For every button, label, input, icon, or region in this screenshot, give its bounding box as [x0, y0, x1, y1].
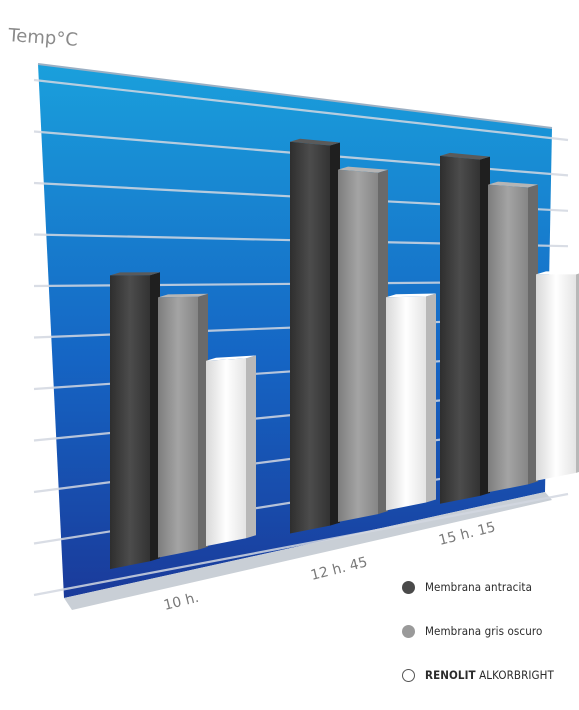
chart-floor	[64, 492, 552, 610]
y-axis-title: Temp°C	[7, 25, 79, 51]
bar-renolit-alkorbright-2	[536, 274, 576, 481]
legend-brand: RENOLIT	[425, 668, 476, 682]
legend-item-renolit-alkorbright: RENOLIT ALKORBRIGHT	[402, 666, 577, 684]
bar-top	[110, 272, 160, 276]
bar-renolit-alkorbright-1	[386, 296, 426, 511]
legend-label: Membrana gris oscuro	[425, 624, 543, 638]
legend-swatch-gray	[402, 624, 415, 638]
bar-side	[426, 293, 436, 503]
bar-top	[440, 152, 490, 160]
bar-side	[528, 184, 538, 485]
chart-frame	[37, 63, 553, 129]
legend-product: ALKORBRIGHT	[479, 668, 554, 682]
x-tick-label: 12 h. 45	[309, 554, 369, 584]
bar-renolit-alkorbright-0	[206, 358, 246, 547]
bar-membrana-antracita-1	[290, 141, 330, 534]
bar-top	[338, 166, 388, 173]
grid-line	[33, 492, 569, 597]
legend: Membrana antracita Membrana gris oscuro …	[402, 578, 577, 710]
legend-swatch-dark	[402, 580, 415, 594]
bar-membrana-gris-oscuro-1	[338, 169, 378, 522]
bar-side	[150, 272, 160, 562]
bar-side	[198, 293, 208, 550]
bars	[110, 138, 579, 570]
legend-label: RENOLIT ALKORBRIGHT	[425, 668, 554, 682]
x-tick-label: 10 h.	[162, 590, 200, 614]
bar-side	[480, 156, 490, 496]
bar-top	[290, 138, 340, 146]
legend-item-membrana-antracita: Membrana antracita	[402, 578, 577, 596]
grid-line	[33, 78, 569, 142]
bar-top	[536, 271, 579, 275]
bar-top	[206, 355, 256, 361]
legend-item-membrana-gris-oscuro: Membrana gris oscuro	[402, 622, 577, 640]
bar-side	[330, 142, 340, 526]
bar-side	[246, 355, 256, 539]
legend-label: Membrana antracita	[425, 580, 533, 594]
bar-top	[488, 181, 538, 188]
bar-membrana-antracita-2	[440, 155, 480, 504]
bar-side	[378, 169, 388, 515]
bar-membrana-gris-oscuro-0	[158, 296, 198, 558]
bar-top	[158, 293, 208, 298]
bar-top	[386, 293, 436, 298]
bar-membrana-antracita-0	[110, 275, 150, 570]
bar-membrana-gris-oscuro-2	[488, 184, 528, 493]
bar-side	[576, 273, 579, 473]
legend-swatch-white	[402, 668, 415, 682]
